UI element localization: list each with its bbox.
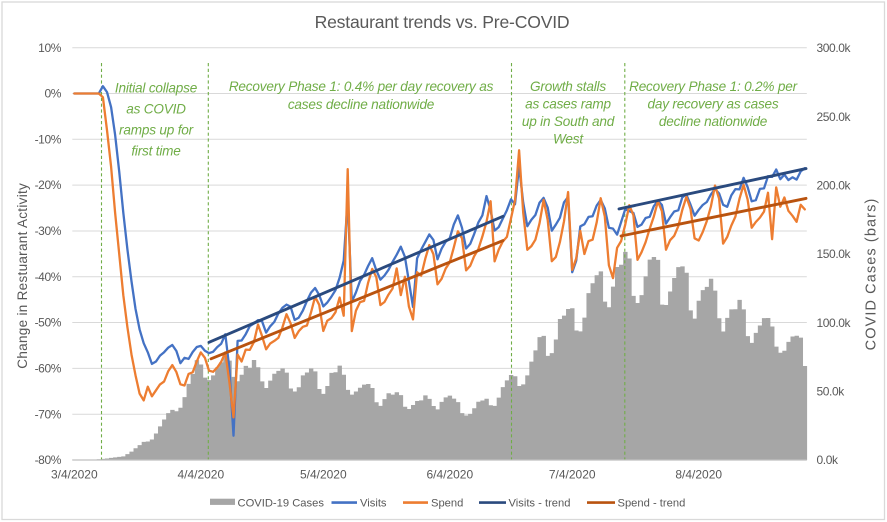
svg-text:Growth stalls: Growth stalls <box>530 79 606 94</box>
svg-text:-40%: -40% <box>35 270 62 284</box>
svg-text:up in South and: up in South and <box>522 114 615 129</box>
svg-text:ramps up for: ramps up for <box>119 123 194 138</box>
svg-text:3/4/2020: 3/4/2020 <box>51 468 98 482</box>
svg-text:5/4/2020: 5/4/2020 <box>300 468 347 482</box>
svg-text:-60%: -60% <box>35 362 62 376</box>
svg-text:as COVID: as COVID <box>126 102 186 117</box>
svg-text:Restaurant trends vs. Pre-COVI: Restaurant trends vs. Pre-COVID <box>315 12 570 32</box>
svg-text:COVID-19 Cases: COVID-19 Cases <box>238 498 325 510</box>
svg-text:as cases ramp: as cases ramp <box>525 97 611 112</box>
svg-text:8/4/2020: 8/4/2020 <box>675 468 722 482</box>
svg-text:day recovery as cases: day recovery as cases <box>647 97 778 112</box>
svg-text:4/4/2020: 4/4/2020 <box>177 468 224 482</box>
svg-text:Visits: Visits <box>360 498 387 510</box>
svg-text:-10%: -10% <box>35 132 62 146</box>
svg-text:first time: first time <box>131 144 181 159</box>
svg-text:Spend - trend: Spend - trend <box>618 498 686 510</box>
svg-text:-30%: -30% <box>35 224 62 238</box>
svg-text:decline nationwide: decline nationwide <box>659 114 768 129</box>
svg-text:COVID Cases (bars): COVID Cases (bars) <box>864 198 880 351</box>
svg-text:cases decline nationwide: cases decline nationwide <box>288 97 435 112</box>
svg-text:Spend: Spend <box>431 498 463 510</box>
svg-text:100.0k: 100.0k <box>817 316 852 330</box>
svg-text:7/4/2020: 7/4/2020 <box>549 468 596 482</box>
svg-text:Recovery Phase 1: 0.2% per: Recovery Phase 1: 0.2% per <box>629 79 798 94</box>
svg-text:200.0k: 200.0k <box>817 178 852 192</box>
svg-text:0.0k: 0.0k <box>817 453 839 467</box>
svg-text:-80%: -80% <box>35 453 62 467</box>
svg-text:150.0k: 150.0k <box>817 247 852 261</box>
svg-text:-20%: -20% <box>35 178 62 192</box>
svg-text:300.0k: 300.0k <box>817 41 852 55</box>
svg-text:West: West <box>553 132 584 147</box>
svg-text:Initial collapse: Initial collapse <box>115 81 198 96</box>
svg-text:Recovery Phase 1: 0.4% per day: Recovery Phase 1: 0.4% per day recovery … <box>229 79 494 94</box>
svg-text:10%: 10% <box>38 41 62 55</box>
svg-text:-50%: -50% <box>35 316 62 330</box>
svg-text:50.0k: 50.0k <box>817 384 846 398</box>
svg-text:6/4/2020: 6/4/2020 <box>426 468 473 482</box>
svg-text:Visits - trend: Visits - trend <box>509 498 571 510</box>
svg-text:-70%: -70% <box>35 407 62 421</box>
svg-text:250.0k: 250.0k <box>817 110 852 124</box>
svg-text:Change in Restuarant Activity: Change in Restuarant Activity <box>15 183 30 369</box>
svg-text:0%: 0% <box>44 87 61 101</box>
